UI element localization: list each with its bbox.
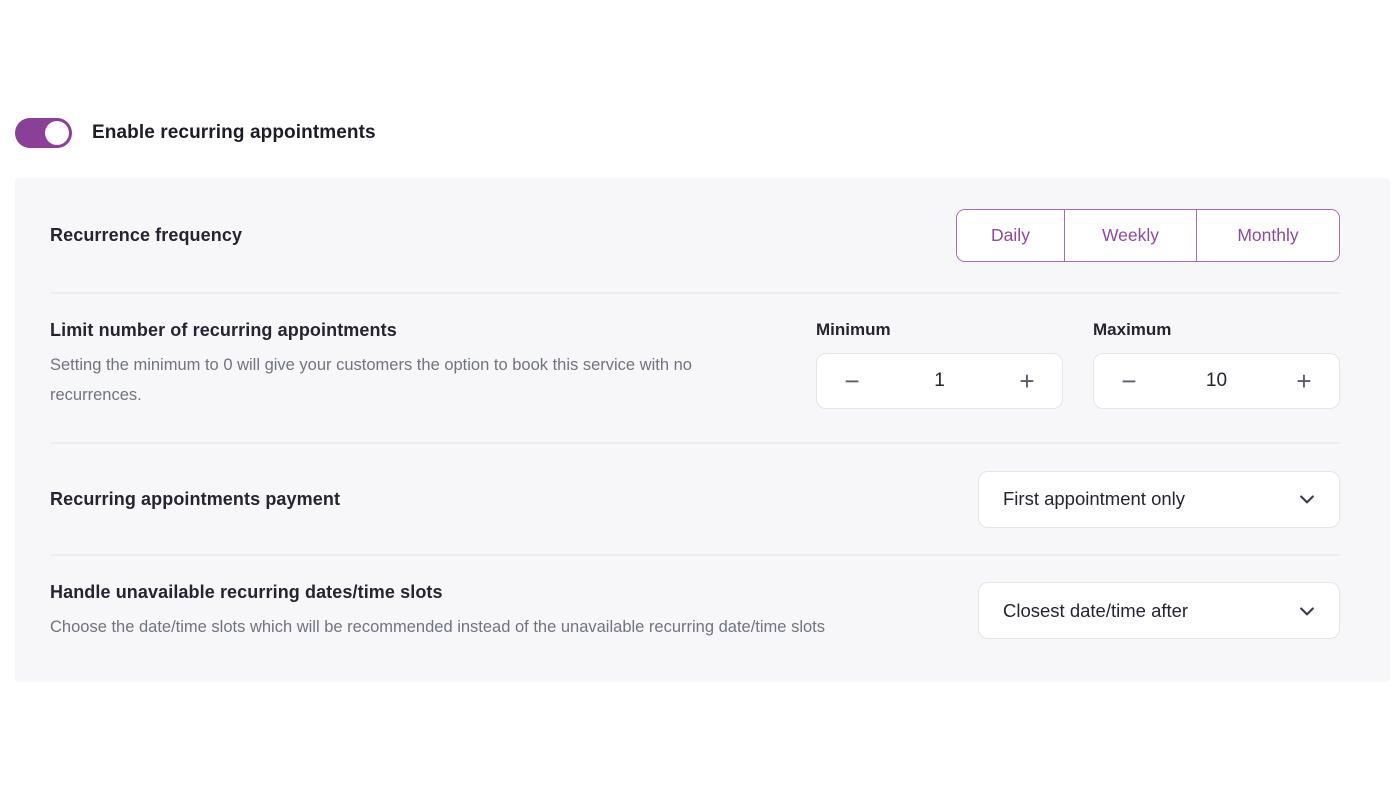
limit-steppers: Minimum − 1 + Maximum − 10 + — [816, 320, 1340, 409]
unavailable-slots-row: Handle unavailable recurring dates/time … — [50, 556, 1340, 682]
chevron-down-icon — [1300, 495, 1314, 504]
minimum-decrement-button[interactable]: − — [839, 368, 865, 394]
minimum-value-input[interactable]: 1 — [934, 370, 945, 391]
row-divider — [50, 442, 1340, 444]
minimum-stepper: − 1 + — [816, 353, 1063, 409]
toggle-knob — [45, 121, 69, 145]
enable-recurring-toggle[interactable] — [15, 118, 72, 148]
frequency-option-weekly[interactable]: Weekly — [1064, 209, 1196, 261]
minimum-stepper-group: Minimum − 1 + — [816, 320, 1063, 409]
unavailable-slots-label: Handle unavailable recurring dates/time … — [50, 582, 443, 602]
recurrence-frequency-label: Recurrence frequency — [50, 224, 243, 245]
maximum-stepper-group: Maximum − 10 + — [1093, 320, 1340, 409]
settings-panel: Recurrence frequency Daily Weekly Monthl… — [15, 178, 1390, 682]
payment-row: Recurring appointments payment First app… — [50, 444, 1340, 554]
limit-recurring-description: Setting the minimum to 0 will give your … — [50, 356, 692, 404]
frequency-segmented-control: Daily Weekly Monthly — [956, 208, 1340, 262]
maximum-label: Maximum — [1093, 320, 1172, 339]
payment-label: Recurring appointments payment — [50, 488, 341, 509]
recurrence-frequency-row: Recurrence frequency Daily Weekly Monthl… — [50, 178, 1340, 292]
maximum-stepper: − 10 + — [1093, 353, 1340, 409]
limit-recurring-label: Limit number of recurring appointments — [50, 320, 397, 340]
minimum-increment-button[interactable]: + — [1014, 368, 1040, 394]
maximum-value-input[interactable]: 10 — [1205, 370, 1228, 391]
maximum-increment-button[interactable]: + — [1291, 368, 1317, 394]
payment-select-value: First appointment only — [1003, 488, 1186, 509]
minimum-label: Minimum — [816, 320, 891, 339]
row-divider — [50, 292, 1340, 294]
payment-select[interactable]: First appointment only — [978, 470, 1340, 528]
frequency-option-daily[interactable]: Daily — [957, 209, 1064, 261]
unavailable-slots-text: Handle unavailable recurring dates/time … — [50, 582, 825, 642]
unavailable-slots-description: Choose the date/time slots which will be… — [50, 618, 825, 636]
unavailable-slots-select-value: Closest date/time after — [1003, 599, 1189, 621]
maximum-decrement-button[interactable]: − — [1116, 368, 1142, 394]
enable-recurring-label: Enable recurring appointments — [92, 122, 376, 143]
limit-recurring-text: Limit number of recurring appointments S… — [50, 320, 750, 410]
row-divider — [50, 554, 1340, 556]
chevron-down-icon — [1300, 606, 1314, 615]
unavailable-slots-select[interactable]: Closest date/time after — [978, 582, 1340, 639]
frequency-option-monthly[interactable]: Monthly — [1196, 209, 1339, 261]
limit-recurring-row: Limit number of recurring appointments S… — [50, 294, 1340, 442]
enable-toggle-row: Enable recurring appointments — [0, 0, 1400, 148]
